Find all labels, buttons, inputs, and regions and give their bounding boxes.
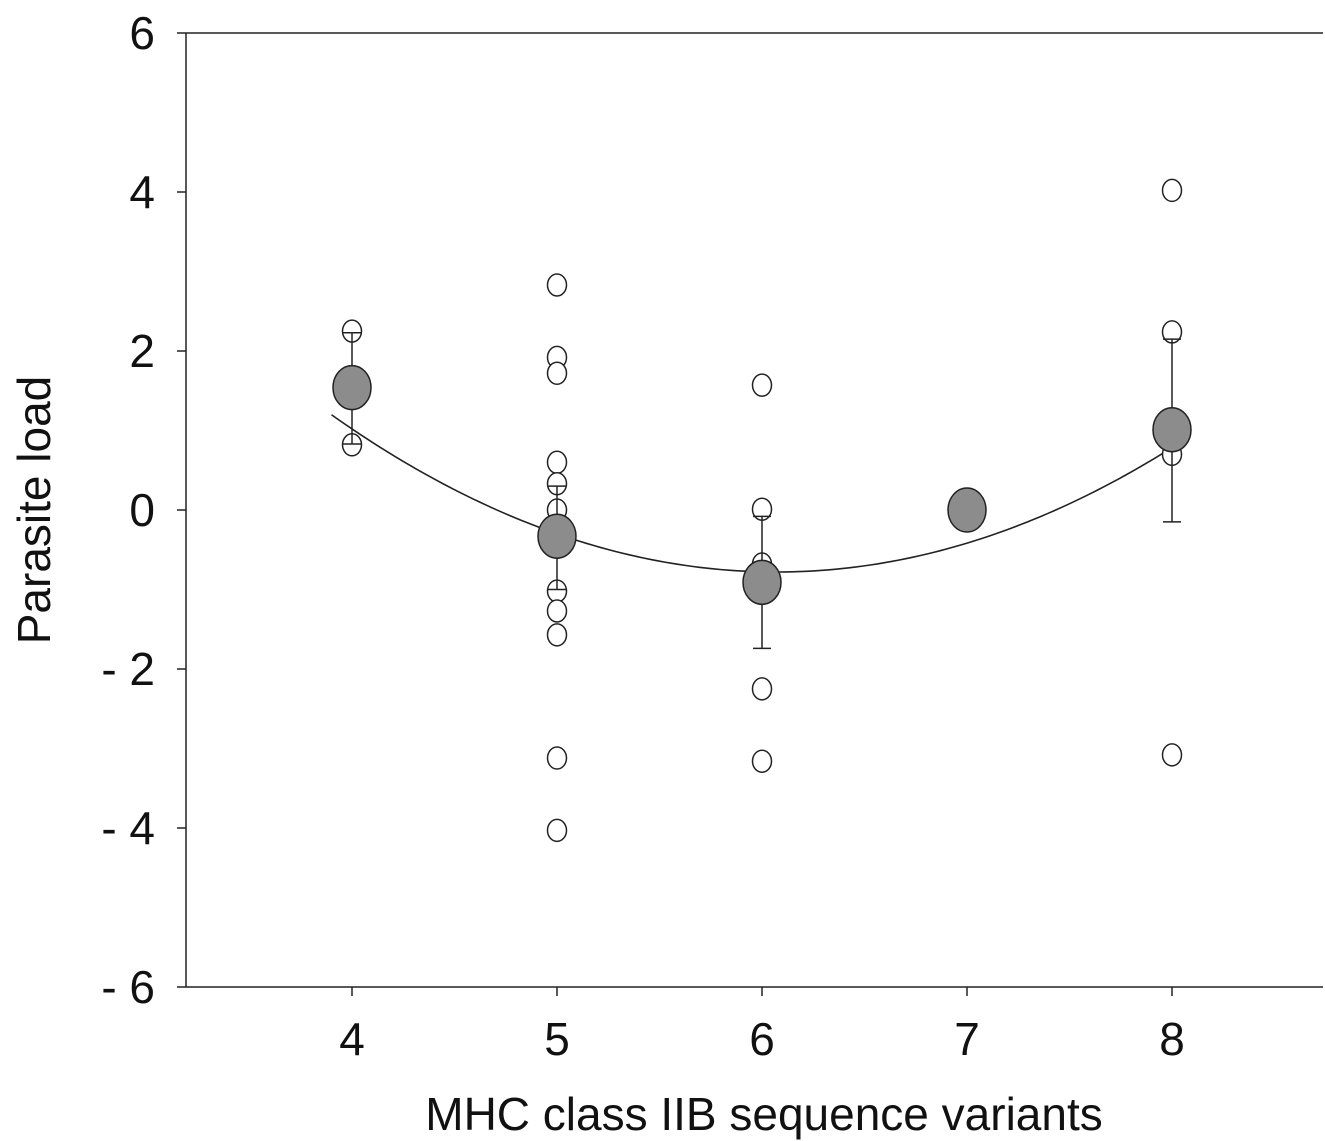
x-axis-title: MHC class IIB sequence variants: [425, 1088, 1103, 1140]
x-tick-label: 6: [749, 1013, 775, 1065]
y-tick-label: 6: [129, 7, 155, 59]
mean-point: [1152, 406, 1192, 453]
ticks: 6 4 2 0 - 2 - 4 - 6 4 5 6 7 8: [101, 7, 1184, 1065]
fit-curve: [331, 414, 1183, 573]
data-point: [1161, 743, 1183, 767]
data-point: [751, 373, 773, 397]
data-point: [546, 273, 568, 297]
y-tick-label: 4: [129, 166, 155, 218]
x-tick-label: 8: [1159, 1013, 1185, 1065]
x-tick-label: 7: [954, 1013, 980, 1065]
x-tick-label: 4: [339, 1013, 365, 1065]
data-point: [751, 677, 773, 701]
data-point: [1161, 178, 1183, 203]
mean-point: [537, 513, 577, 559]
mean-point: [742, 559, 782, 606]
data-point: [546, 599, 568, 623]
data-point: [546, 746, 568, 770]
mean-points: [332, 364, 1192, 606]
data-point: [751, 749, 773, 773]
y-tick-label: 0: [129, 484, 155, 536]
data-point: [546, 818, 568, 843]
data-point: [546, 623, 568, 647]
data-point: [546, 361, 568, 386]
y-tick-label: 2: [129, 325, 155, 377]
mean-point: [332, 364, 372, 411]
y-axis-title: Parasite load: [8, 376, 60, 645]
data-point: [546, 450, 568, 475]
mean-point: [947, 487, 987, 533]
y-tick-label: - 6: [101, 961, 155, 1013]
y-tick-label: - 2: [101, 643, 155, 695]
x-tick-label: 5: [544, 1013, 570, 1065]
y-tick-label: - 4: [101, 802, 155, 854]
fit-curve-group: [331, 414, 1183, 573]
